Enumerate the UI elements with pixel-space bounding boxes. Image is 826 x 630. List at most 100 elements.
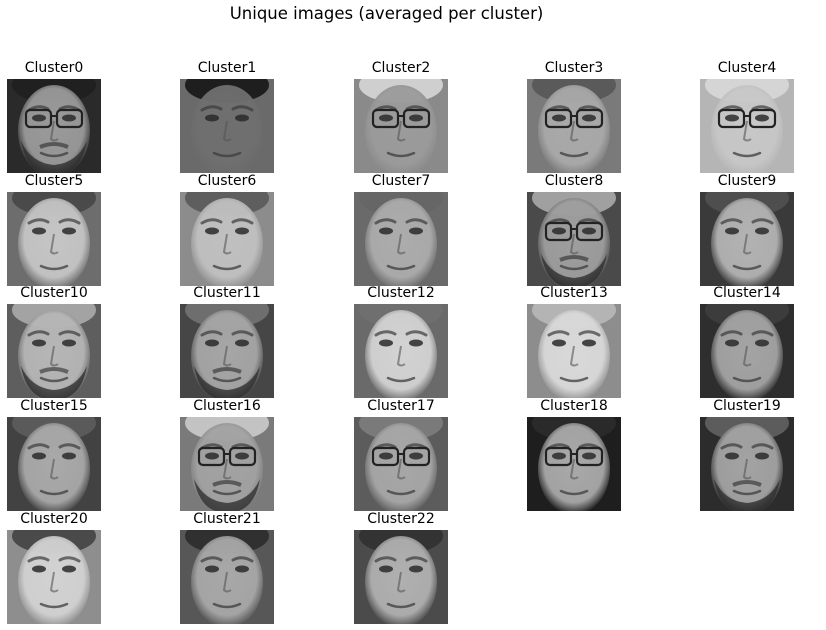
glasses-right-lens [402, 108, 431, 129]
cluster-average-image [700, 192, 794, 286]
glasses-left-lens [197, 446, 226, 467]
right-eye [62, 227, 76, 235]
cluster-label: Cluster11 [193, 285, 261, 301]
mouth [39, 602, 69, 609]
cluster-average-image [180, 417, 274, 511]
glasses-right-lens [575, 446, 604, 467]
glasses-right-lens [402, 446, 431, 467]
left-eyebrow [374, 218, 397, 225]
nose [396, 458, 406, 480]
mouth [386, 489, 416, 496]
cluster-label: Cluster13 [540, 285, 608, 301]
face-shape [365, 198, 437, 286]
left-eye [379, 227, 393, 235]
nose [396, 120, 406, 142]
left-eyebrow [27, 218, 50, 225]
moustache [732, 480, 762, 487]
right-eyebrow [751, 218, 774, 225]
nose [49, 120, 59, 142]
face-svg [180, 417, 274, 511]
face-shape [18, 423, 90, 511]
right-eye [409, 452, 423, 460]
face-shape [538, 310, 610, 398]
left-eye [552, 227, 566, 235]
left-eye [725, 227, 739, 235]
face-svg [7, 304, 101, 398]
face-svg [180, 530, 274, 624]
cluster-label: Cluster5 [24, 173, 84, 189]
mouth [39, 489, 69, 496]
right-eyebrow [751, 443, 774, 450]
face-shape [365, 423, 437, 511]
cluster-label: Cluster21 [193, 511, 261, 527]
face-svg [527, 79, 621, 173]
face-shape [191, 85, 263, 173]
nose [222, 345, 232, 367]
cluster-label: Cluster7 [371, 173, 431, 189]
left-eye [379, 452, 393, 460]
face-shape [711, 85, 783, 173]
right-eye [755, 227, 769, 235]
right-eyebrow [231, 105, 254, 112]
nose [396, 345, 406, 367]
face-svg [527, 417, 621, 511]
mouth [212, 376, 242, 383]
left-eye [379, 339, 393, 347]
glasses-left-lens [24, 108, 53, 129]
right-eyebrow [405, 218, 428, 225]
left-eyebrow [720, 330, 743, 337]
right-eyebrow [231, 218, 254, 225]
right-eyebrow [58, 556, 81, 563]
right-eyebrow [405, 556, 428, 563]
face-shape [711, 310, 783, 398]
mouth [559, 489, 589, 496]
left-eye [205, 114, 219, 122]
left-eye [725, 339, 739, 347]
beard-shape [21, 366, 87, 398]
left-eyebrow [27, 443, 50, 450]
nose [569, 345, 579, 367]
right-eyebrow [58, 218, 81, 225]
cluster-average-image [180, 304, 274, 398]
right-eye [409, 339, 423, 347]
nose [742, 458, 752, 480]
mouth [732, 264, 762, 271]
cluster-label: Cluster4 [717, 60, 777, 76]
glasses-left-lens [544, 221, 573, 242]
face-shape [18, 536, 90, 624]
left-eye [205, 227, 219, 235]
right-eyebrow [58, 443, 81, 450]
face-svg [700, 192, 794, 286]
cluster-label: Cluster20 [20, 511, 88, 527]
face-svg [354, 192, 448, 286]
cluster-label: Cluster8 [544, 173, 604, 189]
glasses-right-lens [55, 108, 84, 129]
nose [49, 571, 59, 593]
cluster-label: Cluster15 [20, 398, 88, 414]
cluster-label: Cluster1 [197, 60, 257, 76]
right-eye [582, 114, 596, 122]
right-eye [235, 227, 249, 235]
cluster-label: Cluster18 [540, 398, 608, 414]
left-eye [32, 452, 46, 460]
left-eye [552, 114, 566, 122]
nose [222, 233, 232, 255]
face-shape [191, 198, 263, 286]
left-eyebrow [200, 330, 223, 337]
mouth [39, 151, 69, 158]
mouth [732, 151, 762, 158]
right-eyebrow [578, 330, 601, 337]
face-svg [700, 79, 794, 173]
left-eyebrow [374, 330, 397, 337]
right-eye [62, 565, 76, 573]
glasses-right-lens [228, 446, 257, 467]
mouth [386, 602, 416, 609]
nose [742, 233, 752, 255]
left-eye [379, 565, 393, 573]
cluster-average-image [7, 304, 101, 398]
cluster-label: Cluster0 [24, 60, 84, 76]
cluster-average-image [354, 417, 448, 511]
glasses-left-lens [544, 446, 573, 467]
right-eye [755, 114, 769, 122]
right-eye [235, 565, 249, 573]
